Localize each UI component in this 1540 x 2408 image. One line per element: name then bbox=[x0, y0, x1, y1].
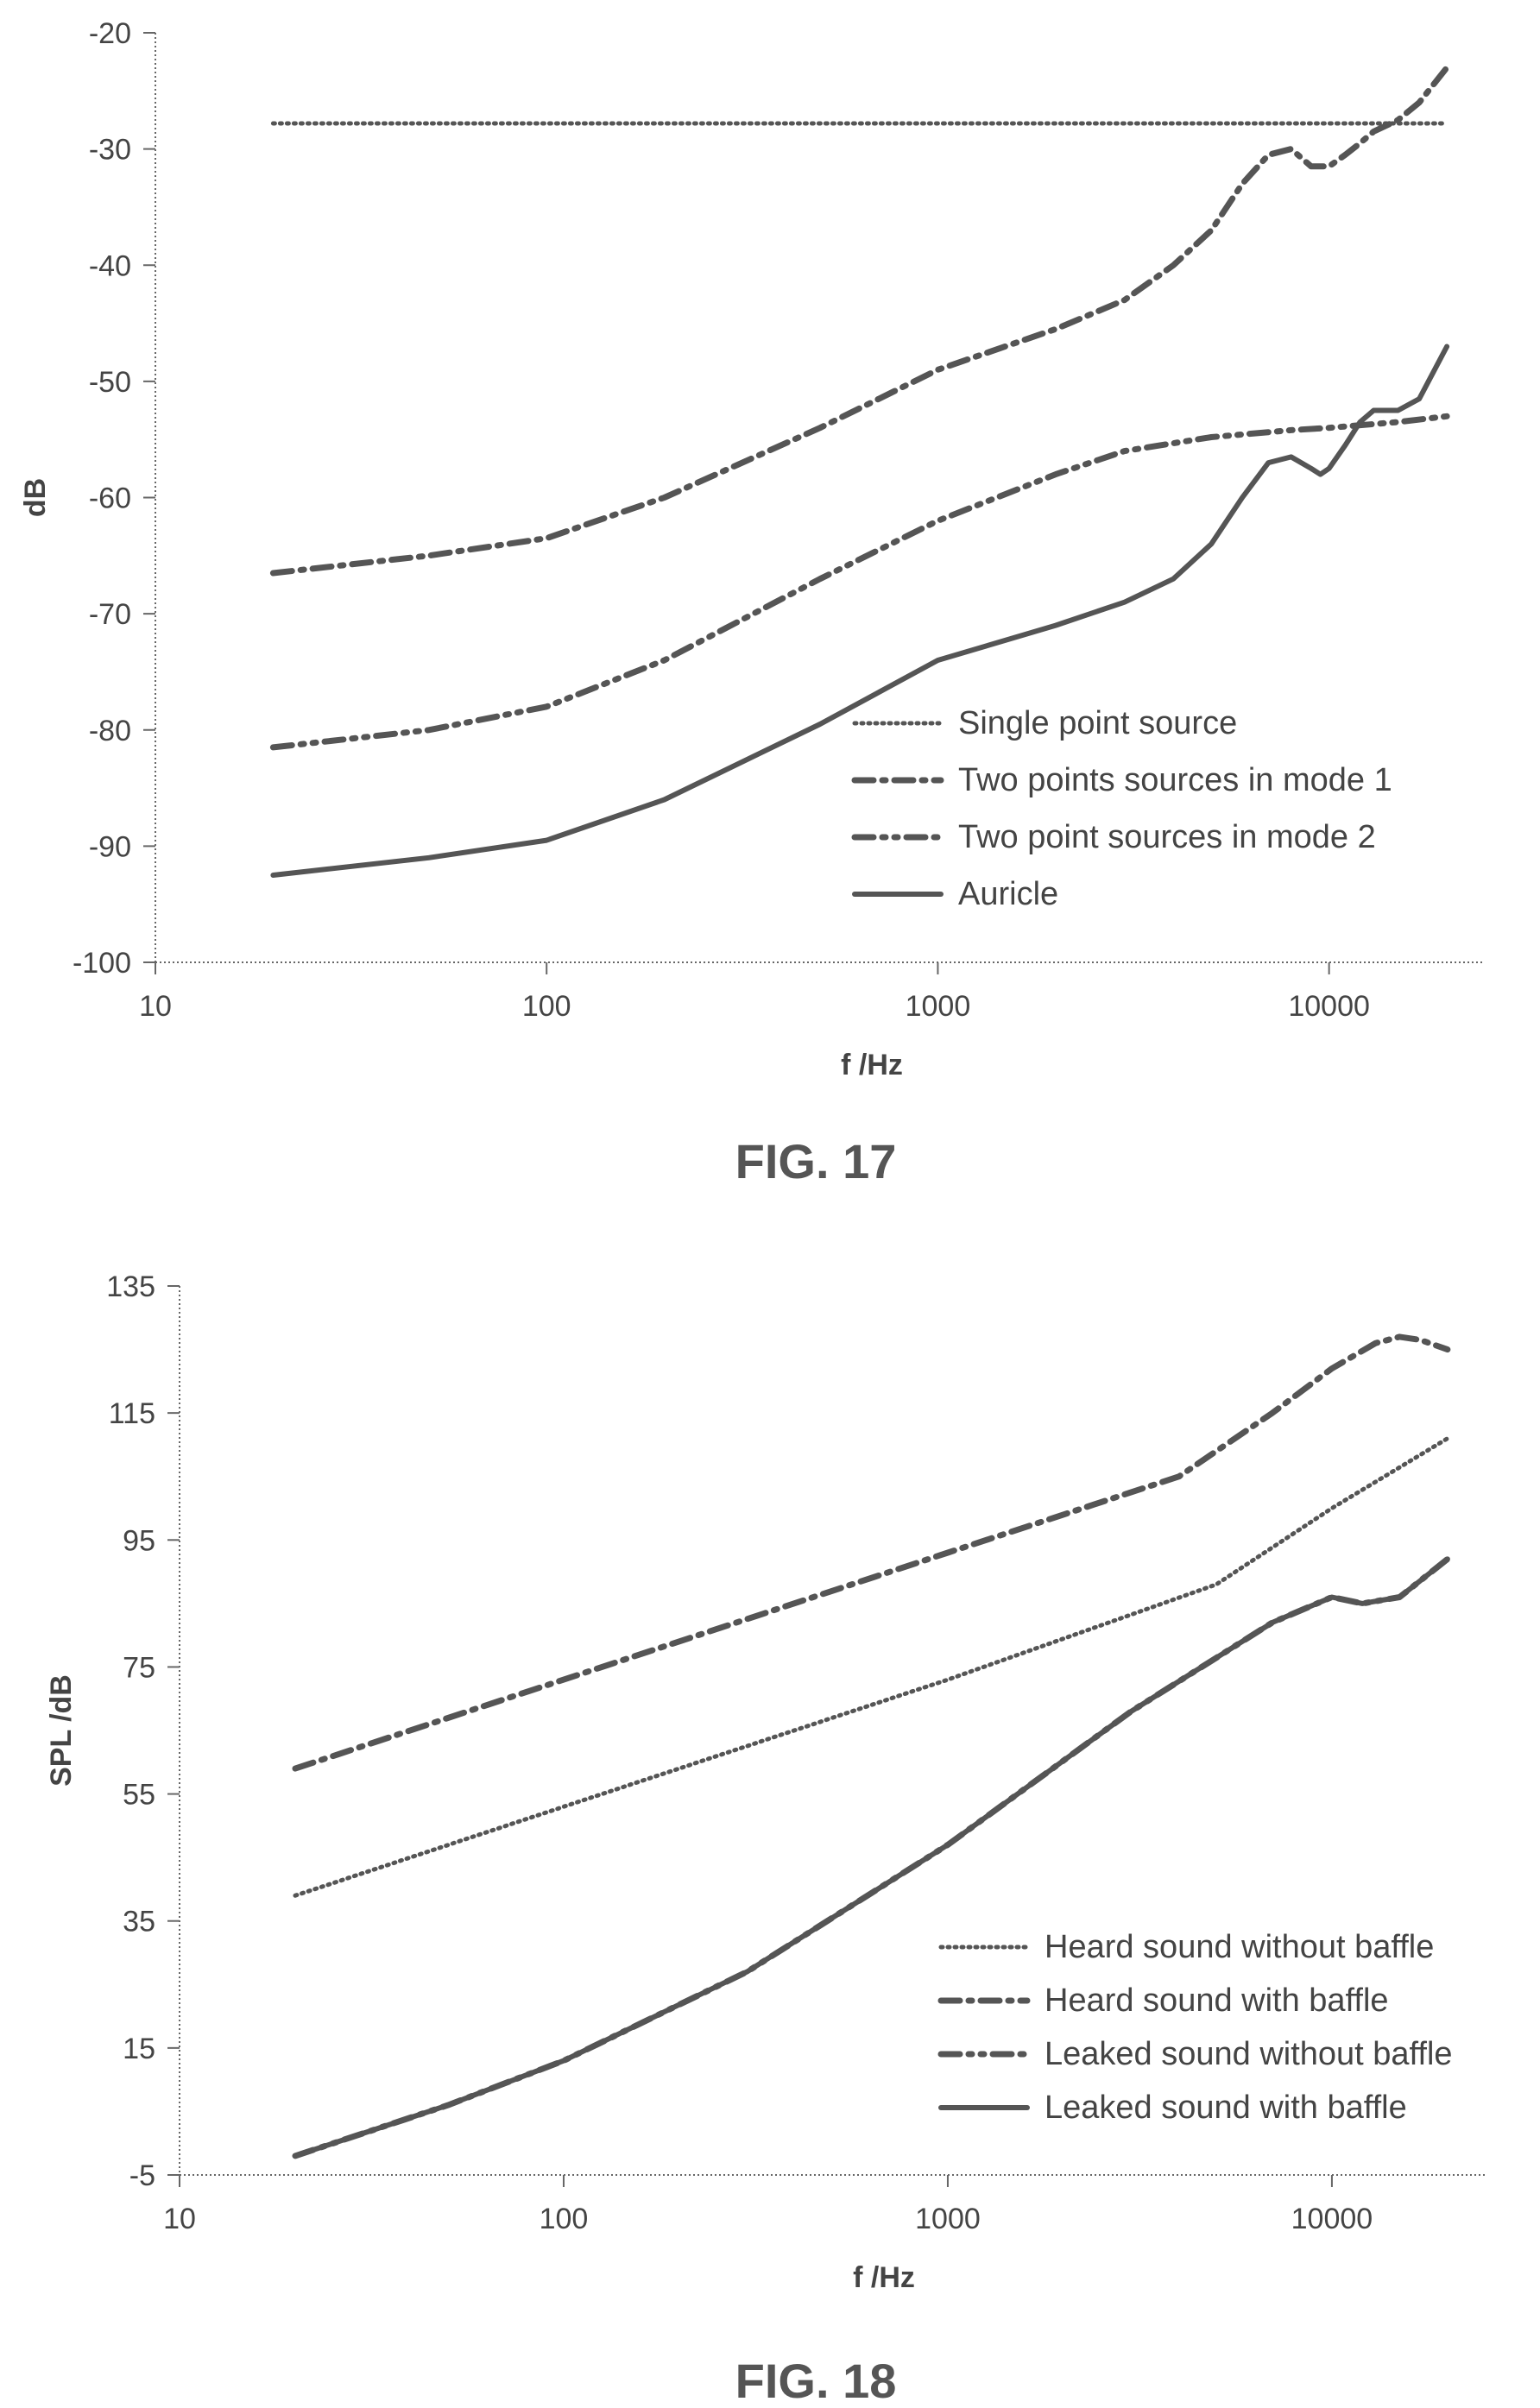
x-tick-label: 10000 bbox=[1291, 2203, 1373, 2235]
legend-label: Single point source bbox=[958, 705, 1237, 741]
y-tick-label: 95 bbox=[123, 1524, 155, 1557]
chart-2: 135 115 95 75 55 35 15 -510 100 1000 10000 f /Hz SPL… bbox=[45, 1270, 1485, 2408]
legend-label: Two points sources in mode 1 bbox=[958, 762, 1392, 798]
series-line-1 bbox=[293, 1436, 1450, 1898]
legend-label: Heard sound with baffle bbox=[1045, 1983, 1389, 2019]
y-tick-label: -80 bbox=[89, 715, 131, 747]
y-tick-label: -30 bbox=[89, 134, 131, 167]
y-tick-label: 115 bbox=[109, 1397, 155, 1430]
x-tick-label: 1000 bbox=[906, 990, 971, 1023]
x-axis-title: f /Hz bbox=[841, 1049, 903, 1081]
legend: Heard sound without baffle Heard sound wi… bbox=[937, 1929, 1453, 2126]
y-axis-title: dB bbox=[19, 478, 52, 517]
series-line-2 bbox=[269, 64, 1450, 577]
legend-label: Leaked sound without baffle bbox=[1045, 2036, 1453, 2072]
series-line-4 bbox=[270, 344, 1450, 878]
y-axis-title: SPL /dB bbox=[45, 1674, 78, 1787]
y-tick-label: -60 bbox=[89, 482, 131, 515]
x-tick-label: 100 bbox=[540, 2203, 589, 2235]
legend: Single point source Two points sources in… bbox=[851, 705, 1392, 912]
legend-label: Heard sound without baffle bbox=[1045, 1929, 1434, 1965]
figure-caption: FIG. 17 bbox=[735, 1134, 897, 1188]
y-tick-label: -70 bbox=[89, 598, 131, 631]
y-tick-label: -5 bbox=[129, 2159, 155, 2192]
y-tick-label: 15 bbox=[123, 2033, 155, 2065]
series-line-4 bbox=[293, 1556, 1450, 2159]
series-line-2 bbox=[292, 1333, 1451, 1772]
legend-label: Two point sources in mode 2 bbox=[958, 819, 1376, 855]
figure-caption: FIG. 18 bbox=[735, 2354, 897, 2408]
x-tick-label: 10 bbox=[139, 990, 172, 1023]
x-tick-label: 10 bbox=[163, 2203, 196, 2235]
legend-label: Auricle bbox=[958, 876, 1058, 912]
y-tick-label: -100 bbox=[73, 947, 131, 980]
x-tick-label: 10000 bbox=[1288, 990, 1370, 1023]
y-tick-label: 135 bbox=[106, 1270, 155, 1303]
series-line-3 bbox=[269, 413, 1450, 751]
x-axis-title: f /Hz bbox=[853, 2261, 915, 2294]
y-tick-label: 75 bbox=[123, 1651, 155, 1684]
y-tick-label: -20 bbox=[89, 17, 131, 50]
legend-label: Leaked sound with baffle bbox=[1045, 2090, 1407, 2126]
y-tick-label: -50 bbox=[89, 366, 131, 399]
x-tick-label: 1000 bbox=[915, 2203, 981, 2235]
y-tick-label: -90 bbox=[89, 830, 131, 863]
y-tick-label: -40 bbox=[89, 249, 131, 282]
x-tick-label: 100 bbox=[522, 990, 571, 1023]
y-tick-label: 55 bbox=[123, 1779, 155, 1812]
y-tick-label: 35 bbox=[123, 1906, 155, 1938]
